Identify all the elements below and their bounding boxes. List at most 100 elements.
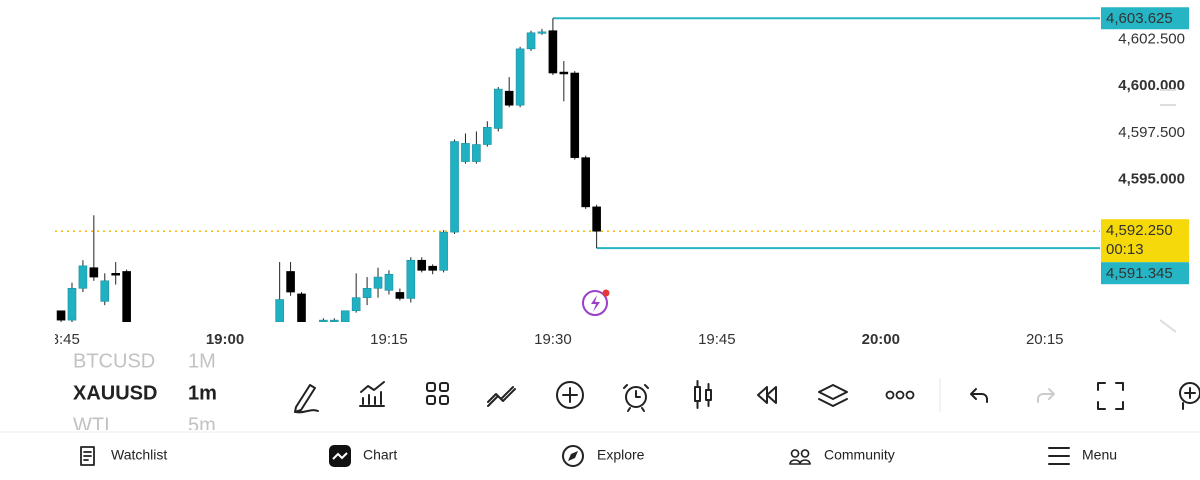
y-tick-label: 4,600.000	[1118, 77, 1185, 94]
x-tick-label: 20:15	[1026, 331, 1064, 348]
candle-body	[100, 280, 110, 302]
nav-label: Chart	[363, 447, 397, 463]
candle-body	[570, 72, 580, 158]
candle-body	[351, 297, 361, 312]
undo-part	[970, 388, 988, 403]
candle-body	[122, 271, 131, 322]
scale-handle	[1159, 89, 1177, 333]
x-tick-label: 19:00	[206, 331, 244, 348]
zoom-part	[1182, 387, 1196, 410]
symbol[interactable]: XAUUSD	[73, 382, 157, 404]
candle-body	[275, 299, 284, 322]
candle-body	[439, 231, 448, 271]
redo-part	[1037, 388, 1055, 403]
x-tick-label: 18:45	[42, 331, 80, 348]
candle-body	[56, 310, 66, 321]
chart-type-part	[696, 380, 710, 409]
fullscreen[interactable]	[1097, 382, 1124, 410]
plot-area	[55, 17, 1100, 322]
add-part	[556, 381, 584, 409]
x-tick-label: 19:45	[698, 331, 736, 348]
nav-chart[interactable]: Chart	[329, 445, 397, 467]
nav-watchlist[interactable]: Watchlist	[80, 446, 167, 466]
symbol[interactable]: BTCUSD	[73, 350, 155, 372]
y-tick-label: 4,595.000	[1118, 171, 1185, 188]
alert[interactable]	[623, 384, 649, 412]
low-label: 4,591.345	[1106, 265, 1173, 282]
more-part	[885, 390, 895, 400]
candle-body	[592, 206, 601, 232]
y-tick-label: 4,602.500	[1118, 30, 1185, 47]
candle-body	[406, 259, 416, 299]
nav-menu[interactable]: Menu	[1048, 447, 1117, 465]
compare[interactable]	[487, 386, 516, 407]
nav-icon	[568, 451, 578, 461]
candle-body	[78, 265, 88, 289]
candle-body	[581, 157, 590, 208]
candle-body	[384, 273, 394, 291]
candle-body	[89, 267, 99, 278]
redo[interactable]	[1037, 388, 1055, 403]
more-part	[905, 390, 915, 400]
candle-body	[526, 32, 536, 50]
candle-body	[329, 319, 339, 322]
candle-body	[450, 141, 459, 233]
replay[interactable]	[757, 386, 777, 404]
symbol-picker[interactable]: BTCUSD 1M XAUUSD 1m WTI 5m	[73, 350, 217, 436]
candle-body	[67, 288, 77, 321]
nav-menu-part	[1048, 447, 1070, 465]
nav-community[interactable]: Community	[789, 447, 895, 465]
candle-body	[559, 71, 569, 75]
more[interactable]	[885, 390, 915, 400]
alert-part	[623, 384, 649, 412]
candle-body	[286, 271, 295, 293]
symbol[interactable]: WTI	[73, 414, 110, 436]
nav-icon	[332, 452, 348, 460]
x-tick-label: 20:00	[862, 331, 900, 348]
chart-type[interactable]	[694, 380, 712, 409]
nav-label: Community	[824, 447, 895, 463]
nav-label: Explore	[597, 447, 645, 463]
x-axis: 18:45 19:00 19:15 19:30 19:45 20:00 20:15	[42, 325, 1064, 348]
alert-part	[625, 386, 647, 408]
indicators[interactable]	[359, 381, 385, 407]
candle-body	[417, 259, 427, 271]
candle-body	[483, 127, 492, 145]
add[interactable]	[556, 381, 584, 409]
countdown-label: 00:13	[1106, 241, 1144, 258]
candle-body	[395, 292, 405, 299]
nav-explore[interactable]: Explore	[562, 445, 645, 467]
x-tick-label: 19:15	[370, 331, 408, 348]
event-icon-part	[582, 290, 608, 316]
candle-body	[428, 265, 437, 271]
candle-body	[297, 293, 306, 322]
nav-label: Watchlist	[111, 447, 167, 463]
layouts[interactable]	[426, 382, 449, 405]
undo[interactable]	[970, 388, 988, 403]
interval[interactable]: 1M	[188, 350, 216, 372]
candle-body	[493, 88, 503, 129]
candle-body	[461, 143, 470, 162]
interval[interactable]: 1m	[188, 382, 217, 404]
high-box	[1101, 7, 1189, 30]
candle-body	[504, 90, 514, 106]
candle-body	[373, 276, 383, 289]
compare-part	[487, 386, 516, 407]
candle-body	[537, 31, 547, 34]
layers[interactable]	[818, 384, 848, 407]
interval[interactable]: 5m	[188, 414, 216, 436]
draw-tool-part	[294, 384, 319, 414]
current-label: 4,592.250	[1106, 222, 1173, 239]
low-box	[1101, 262, 1189, 285]
event-icon[interactable]	[582, 289, 610, 316]
candle-body	[515, 48, 525, 106]
draw-tool[interactable]	[294, 384, 319, 414]
zoom-part	[1179, 382, 1200, 404]
fullscreen-part	[1097, 382, 1124, 410]
zoom[interactable]	[1179, 382, 1200, 410]
layouts-part	[439, 395, 449, 405]
candle-body	[362, 288, 372, 298]
